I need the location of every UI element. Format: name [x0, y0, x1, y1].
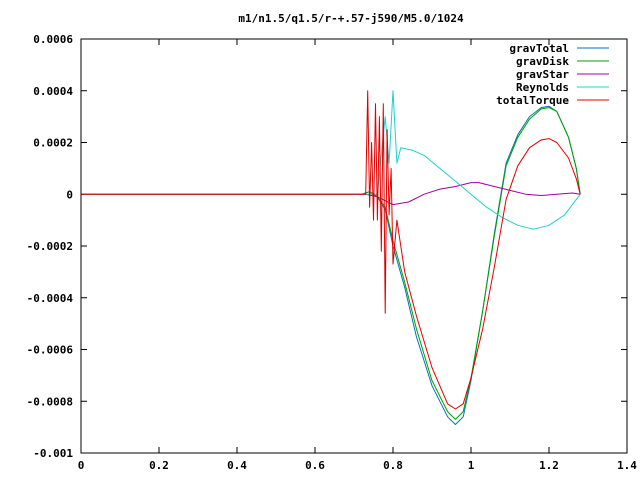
x-tick-label: 0: [78, 459, 85, 472]
legend: gravTotalgravDiskgravStarReynoldstotalTo…: [496, 42, 609, 107]
y-tick-label: -0.0008: [27, 395, 73, 408]
y-tick-label: -0.0006: [27, 344, 74, 357]
plot-frame: [80, 38, 628, 454]
y-tick-label: 0.0006: [33, 33, 73, 46]
y-tick-label: 0.0004: [33, 85, 73, 98]
x-tick-label: 0.4: [227, 459, 247, 472]
plot-series: [81, 90, 581, 425]
y-tick-label: -0.0004: [27, 292, 74, 305]
series-line-Reynolds: [81, 90, 581, 230]
chart-title: m1/n1.5/q1.5/r-+.57-j590/M5.0/1024: [238, 12, 464, 25]
x-axis: 0 0.2 0.4 0.6 0.8 1 1.2 1.4: [78, 39, 637, 472]
x-tick-label: 0.6: [305, 459, 325, 472]
y-tick-label: 0.0002: [33, 137, 73, 150]
x-tick-label: 1: [468, 459, 475, 472]
x-tick-label: 0.8: [383, 459, 403, 472]
legend-label: gravTotal: [509, 42, 569, 55]
x-tick-label: 0.2: [149, 459, 169, 472]
series-line-gravStar: [81, 182, 581, 206]
x-tick-label: 1.4: [617, 459, 637, 472]
y-tick-label: -0.001: [33, 447, 73, 460]
y-axis: 0.0006 0.0004 0.0002 0 -0.0002 -0.0004 -0.0006…: [27, 33, 627, 460]
y-tick-label: 0: [66, 188, 73, 201]
legend-label: gravDisk: [516, 55, 569, 68]
x-tick-label: 1.2: [539, 459, 559, 472]
legend-label: gravStar: [516, 68, 569, 81]
series-line-totalTorque: [81, 90, 581, 410]
y-tick-label: -0.0002: [27, 240, 73, 253]
legend-label: totalTorque: [496, 94, 569, 107]
legend-label: Reynolds: [516, 81, 569, 94]
